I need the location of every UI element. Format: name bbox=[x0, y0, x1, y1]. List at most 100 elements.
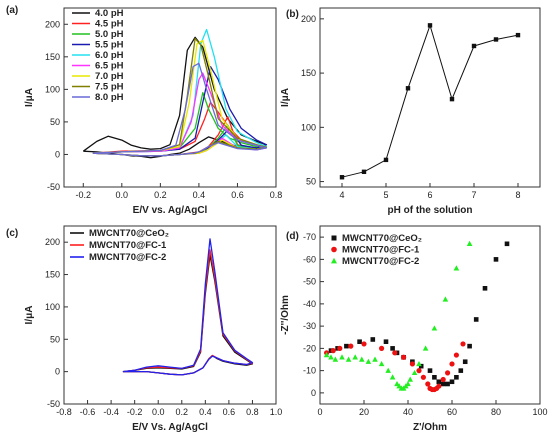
y-tick-label: 0 bbox=[55, 367, 60, 377]
data-point-square bbox=[467, 343, 472, 349]
panel-label: (a) bbox=[6, 5, 18, 16]
y-tick-label: 0 bbox=[55, 149, 60, 159]
plot-area bbox=[82, 28, 268, 159]
data-point-triangle bbox=[359, 356, 365, 362]
x-tick-label: 80 bbox=[491, 407, 501, 417]
data-point-square bbox=[454, 375, 459, 380]
data-point-circle bbox=[392, 350, 398, 356]
data-point-square bbox=[383, 157, 389, 163]
data-point-square bbox=[370, 337, 376, 342]
data-point-circle bbox=[460, 341, 466, 347]
data-point-square bbox=[361, 169, 367, 175]
data-point-square bbox=[418, 363, 424, 369]
y-tick-label: 100 bbox=[45, 84, 60, 94]
legend-label: 8.0 pH bbox=[95, 92, 124, 103]
y-tick-label: 50 bbox=[306, 177, 316, 187]
x-tick-label: 0.2 bbox=[176, 407, 189, 417]
legend-label: 7.5 pH bbox=[95, 82, 124, 93]
data-point-triangle bbox=[405, 380, 411, 387]
data-point-triangle bbox=[422, 345, 429, 351]
legend-label: 7.0 pH bbox=[95, 71, 124, 82]
data-point-square bbox=[405, 86, 411, 91]
x-axis-label: Z'/Ohm bbox=[413, 422, 447, 433]
data-point-circle bbox=[440, 376, 446, 383]
x-tick-label: 0.4 bbox=[193, 190, 206, 200]
x-tick-label: 40 bbox=[403, 407, 413, 417]
data-point-triangle bbox=[352, 354, 358, 360]
plot-frame bbox=[319, 7, 541, 188]
x-tick-label: 0 bbox=[317, 407, 322, 417]
x-tick-label: 60 bbox=[447, 407, 457, 417]
legend-marker bbox=[331, 246, 337, 253]
data-point-circle bbox=[445, 370, 451, 376]
data-point-circle bbox=[416, 368, 422, 374]
x-tick-label: 0.6 bbox=[231, 190, 244, 200]
y-tick-label: 0 bbox=[311, 388, 316, 398]
y-tick-label: -20 bbox=[303, 343, 316, 353]
plot-area bbox=[122, 238, 254, 376]
y-axis-label: I/μA bbox=[24, 306, 35, 325]
x-tick-label: 100 bbox=[532, 407, 547, 417]
data-point-circle bbox=[449, 361, 455, 367]
data-point-triangle bbox=[416, 360, 422, 367]
x-tick-label: 8 bbox=[515, 190, 520, 200]
legend-label: 4.5 pH bbox=[95, 19, 124, 30]
data-point-square bbox=[504, 241, 510, 247]
y-tick-label: -10 bbox=[303, 366, 316, 376]
data-point-triangle bbox=[372, 356, 378, 362]
data-point-circle bbox=[401, 354, 407, 360]
y-axis-label: I/μA bbox=[24, 88, 35, 107]
y-tick-label: 150 bbox=[45, 52, 60, 62]
plot-area bbox=[339, 23, 521, 180]
y-tick-label: 50 bbox=[50, 117, 60, 127]
series-line bbox=[122, 249, 254, 376]
legend-label: 5.0 pH bbox=[95, 29, 124, 40]
legend-label: MWCNT70@CeO₂ bbox=[342, 233, 422, 244]
y-tick-label: 50 bbox=[50, 334, 60, 344]
plot-area bbox=[323, 240, 510, 393]
legend-label: MWCNT70@FC-1 bbox=[342, 245, 420, 256]
data-point-square bbox=[482, 286, 488, 291]
data-point-circle bbox=[361, 341, 367, 347]
data-point-triangle bbox=[389, 374, 396, 380]
y-tick-label: 200 bbox=[301, 14, 316, 24]
data-point-circle bbox=[337, 345, 343, 351]
x-tick-label: -0.8 bbox=[56, 407, 72, 417]
y-tick-label: 100 bbox=[45, 302, 60, 312]
data-point-square bbox=[471, 43, 477, 49]
x-axis-label: E/V Vs. Ag/AgCl bbox=[132, 422, 208, 433]
legend-label: MWCNT70@FC-2 bbox=[89, 252, 166, 263]
data-point-triangle bbox=[407, 376, 413, 382]
data-point-square bbox=[432, 375, 437, 380]
data-point-square bbox=[436, 379, 442, 385]
data-point-square bbox=[449, 96, 455, 102]
panel-label: (d) bbox=[286, 231, 299, 242]
x-tick-label: 0.8 bbox=[270, 190, 283, 200]
x-tick-label: 0.4 bbox=[199, 407, 212, 417]
data-point-circle bbox=[436, 383, 442, 389]
panel-3: -0.8 -0.6 -0.4 -0.2 0.0 0.2 0.4 0.6 0.8 1.0 -50 0 50… bbox=[6, 225, 282, 433]
x-tick-label: 5 bbox=[383, 190, 388, 200]
data-point-triangle bbox=[466, 240, 473, 246]
data-point-triangle bbox=[442, 296, 449, 302]
panel-label: (c) bbox=[6, 228, 18, 239]
panel-2: 4 5 6 7 8 50 100 150 200 pH of the solution I/μA (b… bbox=[280, 7, 541, 216]
x-tick-label: 20 bbox=[359, 407, 369, 417]
y-tick-label: -30 bbox=[303, 321, 316, 331]
y-tick-label: -40 bbox=[303, 299, 316, 309]
x-tick-label: 0.2 bbox=[154, 190, 167, 200]
legend-marker bbox=[331, 235, 337, 241]
legend-label: 6.0 pH bbox=[95, 50, 124, 61]
y-tick-label: 200 bbox=[45, 19, 60, 29]
data-point-square bbox=[390, 346, 395, 351]
data-point-square bbox=[458, 368, 464, 373]
series-line bbox=[122, 254, 254, 376]
x-tick-label: 0.0 bbox=[152, 407, 165, 417]
legend-label: MWCNT70@CeO₂ bbox=[89, 228, 169, 239]
data-point-triangle bbox=[385, 367, 391, 373]
data-point-square bbox=[357, 339, 362, 344]
data-point-square bbox=[493, 257, 499, 262]
legend-marker bbox=[331, 257, 337, 264]
data-point-triangle bbox=[365, 358, 372, 364]
data-point-square bbox=[383, 339, 389, 344]
